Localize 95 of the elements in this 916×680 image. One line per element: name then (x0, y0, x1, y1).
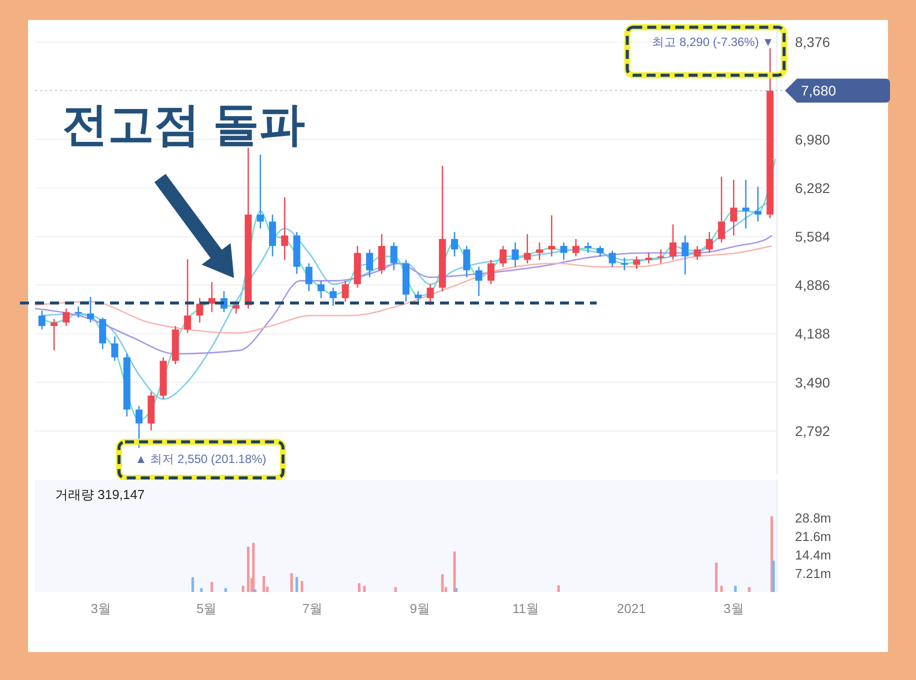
x-tick-label: 7월 (302, 601, 322, 616)
x-tick-label: 5월 (196, 601, 217, 616)
bar (242, 586, 244, 592)
candlestick (754, 186, 762, 222)
candlestick (730, 179, 738, 236)
bar (748, 587, 751, 592)
bar (246, 546, 250, 592)
candlestick (74, 306, 82, 318)
y-tick-label: 14.4m (795, 547, 832, 562)
bar (453, 552, 456, 592)
y-tick-label: 21.6m (795, 528, 832, 544)
bar (295, 577, 298, 592)
candlestick (596, 245, 604, 258)
candlestick (500, 245, 507, 268)
candlestick (633, 256, 640, 270)
y-tick-label: 4,188 (795, 326, 830, 342)
candlestick (608, 250, 616, 268)
bar (363, 586, 366, 592)
candlestick (718, 176, 726, 244)
candlestick (694, 245, 701, 261)
y-tick-label: 6,282 (795, 180, 830, 196)
y-tick-label: 7.21m (795, 566, 832, 581)
bar (191, 577, 194, 592)
y-tick-label: 28.8m (795, 510, 832, 526)
candlestick (196, 298, 204, 324)
candlestick (342, 280, 349, 302)
candlestick (742, 179, 750, 230)
bar (454, 588, 458, 592)
bar (734, 586, 737, 592)
candlestick (706, 231, 713, 254)
bar (772, 560, 775, 592)
candlestick (86, 296, 94, 324)
annotation: 최고 8,290 (-7.36%) ▼ (652, 35, 774, 50)
bar (557, 585, 560, 592)
x-tick-label: 3월 (724, 601, 744, 616)
candlestick (390, 242, 398, 271)
bar (224, 588, 227, 592)
candlestick (669, 224, 676, 261)
candlestick (256, 154, 264, 230)
y-tick-label: 5,584 (795, 228, 830, 244)
candlestick (62, 308, 70, 327)
bar (720, 586, 723, 592)
candlestick (536, 242, 543, 261)
bar (262, 576, 266, 592)
candlestick (330, 287, 337, 306)
bar (252, 542, 255, 592)
y-tick-label: 4,886 (795, 277, 830, 294)
x-tick-label: 2021 (616, 601, 646, 616)
x-tick-label: 9월 (410, 601, 430, 616)
y-tick-label: 3,490 (795, 374, 830, 390)
candlestick (512, 242, 519, 268)
line-series (34, 245, 772, 334)
y-tick-label: 8,376 (795, 34, 830, 50)
candlestick (305, 262, 312, 292)
line-series (34, 234, 772, 355)
candlestick (318, 280, 325, 299)
x-tick-label: 3월 (90, 601, 111, 616)
candlestick (426, 284, 434, 306)
candlestick (548, 214, 556, 258)
bar (210, 582, 214, 592)
candlestick (487, 259, 494, 285)
y-tick-label: 6,980 (795, 131, 830, 148)
candlestick (560, 242, 568, 261)
candlestick (682, 234, 689, 276)
candlestick (584, 242, 592, 254)
candlestick (645, 252, 652, 264)
x-tick-label: 11월 (512, 601, 539, 616)
candlestick (475, 266, 482, 297)
annotation: ▲ 최저 2,550 (201.18%) (135, 452, 266, 466)
y-tick-label: 2,792 (795, 422, 830, 439)
candlestick (38, 310, 46, 330)
candlestick (281, 196, 288, 261)
bar (715, 562, 718, 592)
bar (441, 574, 444, 592)
bar (200, 588, 203, 592)
candlestick (414, 290, 422, 306)
candlestick (136, 405, 143, 448)
bar (394, 587, 397, 592)
annotation: 거래량 319,147 (55, 487, 145, 502)
candlestick (463, 245, 470, 278)
bar (290, 573, 293, 592)
candlestick (572, 238, 580, 258)
candlestick (50, 318, 58, 352)
bar (300, 580, 304, 592)
candlestick (524, 233, 531, 264)
candlestick (451, 231, 458, 258)
text: 전고점 돌파 (62, 98, 305, 150)
bar (358, 583, 360, 592)
candlestick (657, 248, 664, 264)
bar (254, 589, 256, 592)
candlestick (208, 281, 216, 313)
candlestick (111, 336, 118, 362)
ref-line-label: 7,680 (801, 82, 836, 99)
candlestick (184, 258, 192, 334)
candlestick (366, 248, 374, 278)
